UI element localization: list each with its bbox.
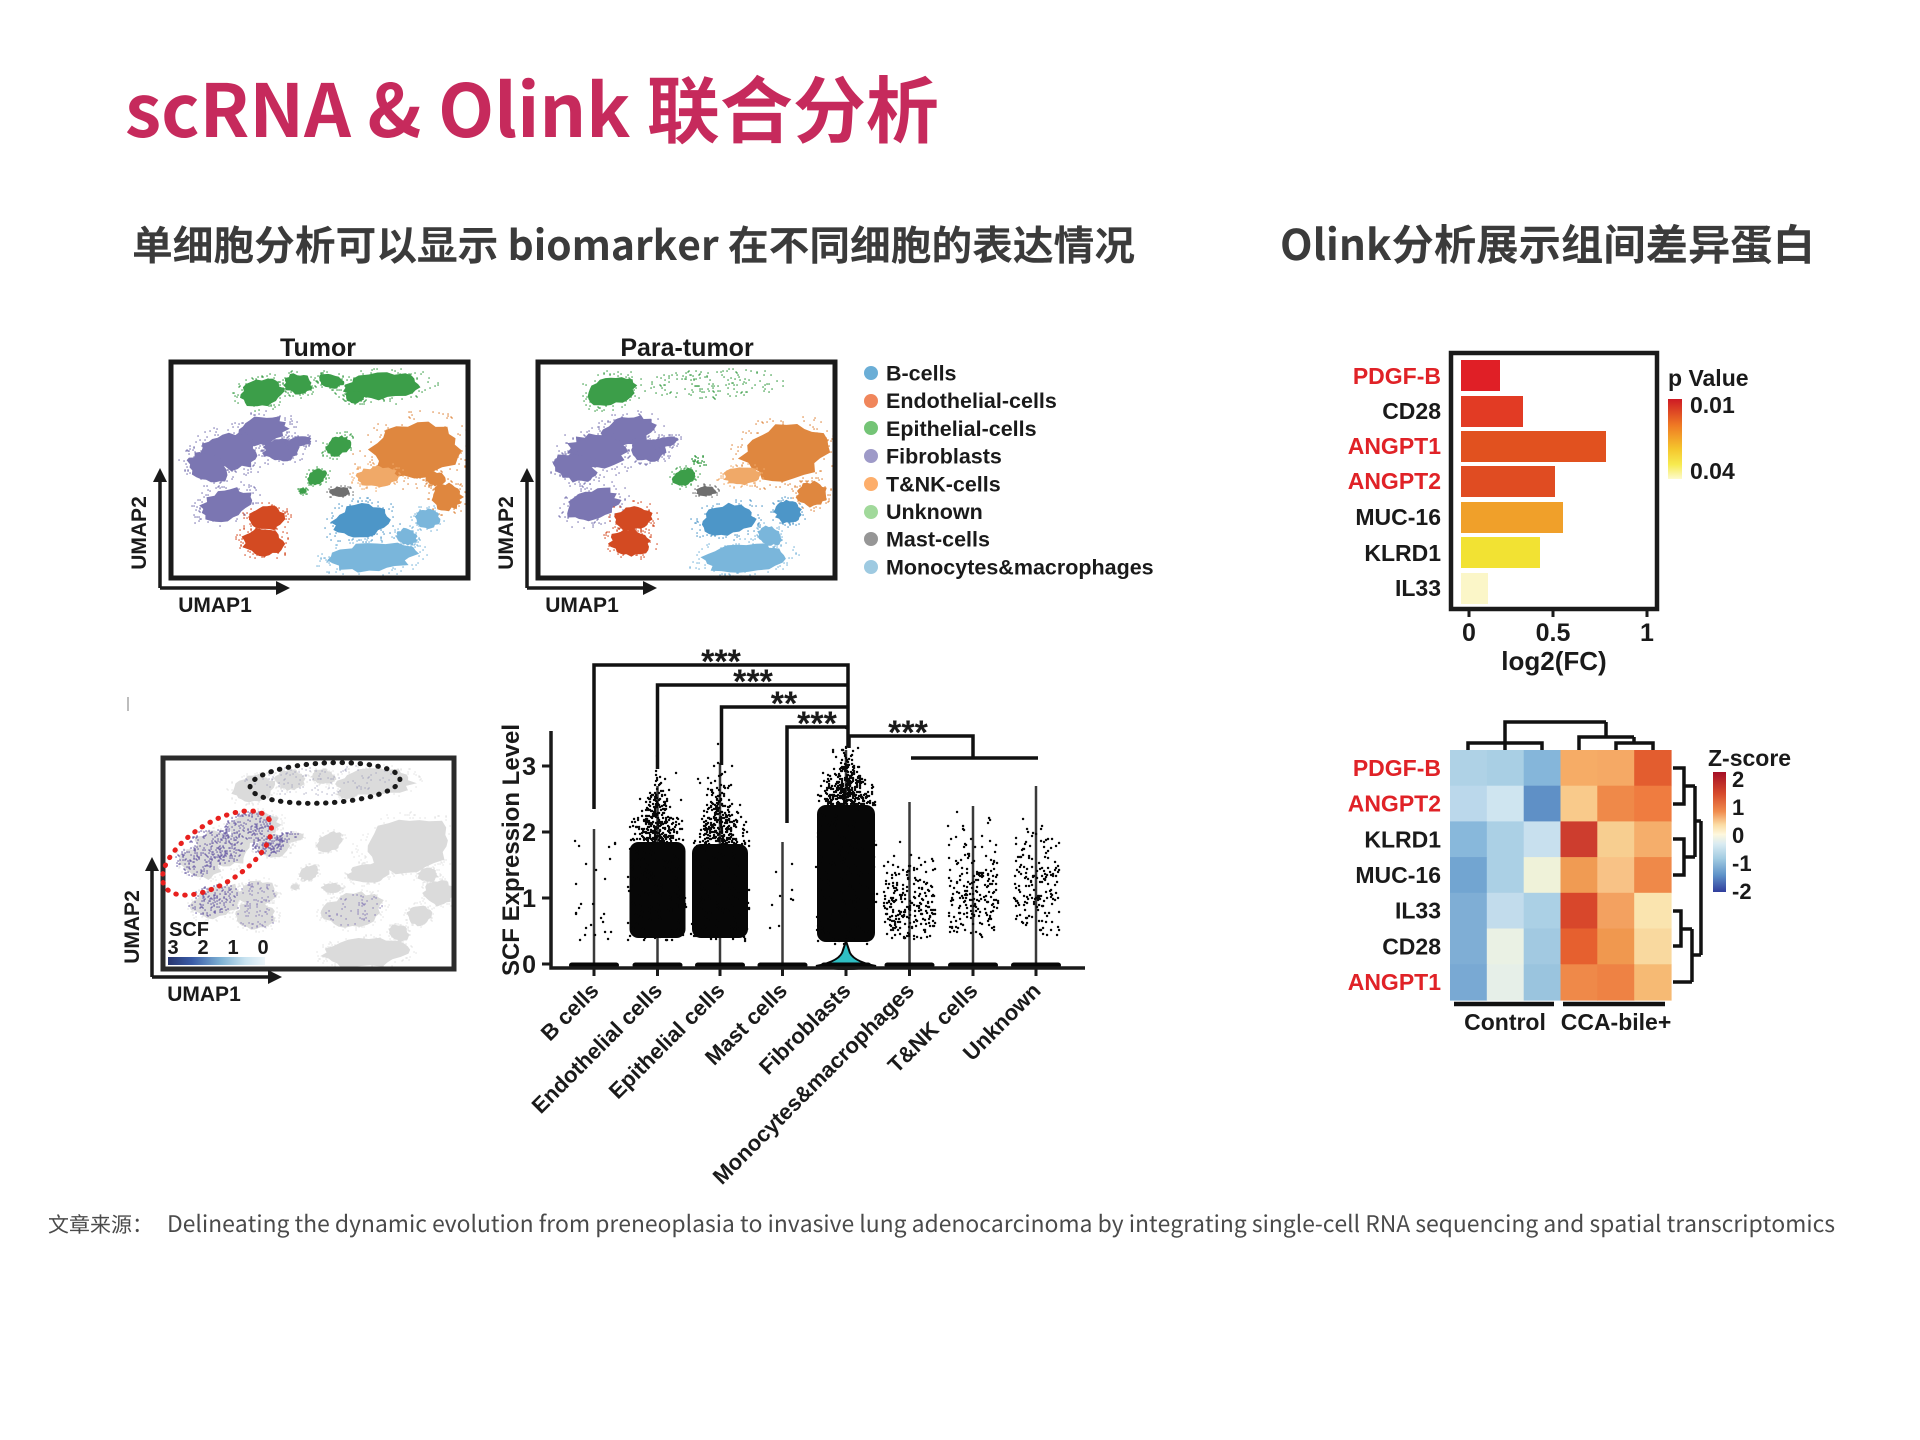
svg-text:1: 1 <box>1732 795 1744 820</box>
svg-text:p Value: p Value <box>1668 365 1749 391</box>
svg-text:0.04: 0.04 <box>1690 458 1735 484</box>
svg-text:1: 1 <box>227 937 238 959</box>
svg-text:CD28: CD28 <box>1382 933 1441 959</box>
svg-text:CD28: CD28 <box>1382 398 1441 424</box>
svg-text:UMAP2: UMAP2 <box>128 496 151 570</box>
svg-text:T&NK-cells: T&NK-cells <box>886 472 1001 496</box>
svg-text:Z-score: Z-score <box>1708 745 1791 771</box>
svg-text:Mast-cells: Mast-cells <box>886 528 990 552</box>
svg-text:2: 2 <box>197 937 208 959</box>
svg-text:PDGF-B: PDGF-B <box>1353 363 1441 389</box>
svg-text:CCA-bile+: CCA-bile+ <box>1561 1009 1672 1035</box>
svg-text:Tumor: Tumor <box>280 334 356 362</box>
svg-text:1: 1 <box>522 885 536 913</box>
svg-text:ANGPT1: ANGPT1 <box>1348 433 1442 459</box>
svg-text:***: *** <box>888 714 928 752</box>
svg-text:Endothelial-cells: Endothelial-cells <box>886 389 1057 413</box>
svg-text:-1: -1 <box>1732 851 1752 876</box>
svg-text:SCF: SCF <box>169 919 209 941</box>
svg-text:ANGPT2: ANGPT2 <box>1348 468 1441 494</box>
svg-text:PDGF-B: PDGF-B <box>1353 755 1441 781</box>
svg-text:KLRD1: KLRD1 <box>1364 540 1441 566</box>
svg-text:3: 3 <box>167 937 178 959</box>
svg-text:UMAP1: UMAP1 <box>167 983 241 1006</box>
svg-text:Monocytes&macrophages: Monocytes&macrophages <box>886 555 1154 579</box>
svg-text:**: ** <box>771 685 798 723</box>
svg-text:IL33: IL33 <box>1395 898 1441 924</box>
svg-text:-2: -2 <box>1732 879 1752 904</box>
svg-text:log2(FC): log2(FC) <box>1501 646 1606 676</box>
svg-text:MUC-16: MUC-16 <box>1355 862 1441 888</box>
svg-text:1: 1 <box>1640 619 1654 647</box>
svg-text:SCF Expression Level: SCF Expression Level <box>498 724 525 976</box>
svg-text:0: 0 <box>1462 619 1476 647</box>
svg-text:0.01: 0.01 <box>1690 392 1735 418</box>
svg-text:B-cells: B-cells <box>886 362 957 386</box>
svg-text:2: 2 <box>1732 767 1744 792</box>
svg-text:KLRD1: KLRD1 <box>1364 826 1441 852</box>
svg-text:Para-tumor: Para-tumor <box>620 334 754 362</box>
svg-text:Unknown: Unknown <box>886 500 983 524</box>
svg-text:Epithelial-cells: Epithelial-cells <box>886 417 1037 441</box>
svg-text:UMAP1: UMAP1 <box>545 594 619 617</box>
svg-text:ANGPT2: ANGPT2 <box>1348 791 1441 817</box>
svg-text:Control: Control <box>1464 1009 1546 1035</box>
svg-text:2: 2 <box>522 819 536 847</box>
svg-text:0: 0 <box>522 951 536 979</box>
svg-text:***: *** <box>701 643 741 681</box>
svg-text:0: 0 <box>257 937 268 959</box>
svg-text:UMAP2: UMAP2 <box>495 496 518 570</box>
svg-text:0.5: 0.5 <box>1536 619 1571 647</box>
svg-text:MUC-16: MUC-16 <box>1355 504 1441 530</box>
svg-text:UMAP1: UMAP1 <box>178 594 252 617</box>
svg-text:***: *** <box>797 705 837 743</box>
svg-text:0: 0 <box>1732 823 1744 848</box>
svg-text:UMAP2: UMAP2 <box>121 890 144 964</box>
svg-text:IL33: IL33 <box>1395 575 1441 601</box>
svg-text:ANGPT1: ANGPT1 <box>1348 969 1442 995</box>
svg-text:Fibroblasts: Fibroblasts <box>886 445 1002 469</box>
svg-text:***: *** <box>733 663 773 701</box>
svg-text:3: 3 <box>522 753 536 781</box>
